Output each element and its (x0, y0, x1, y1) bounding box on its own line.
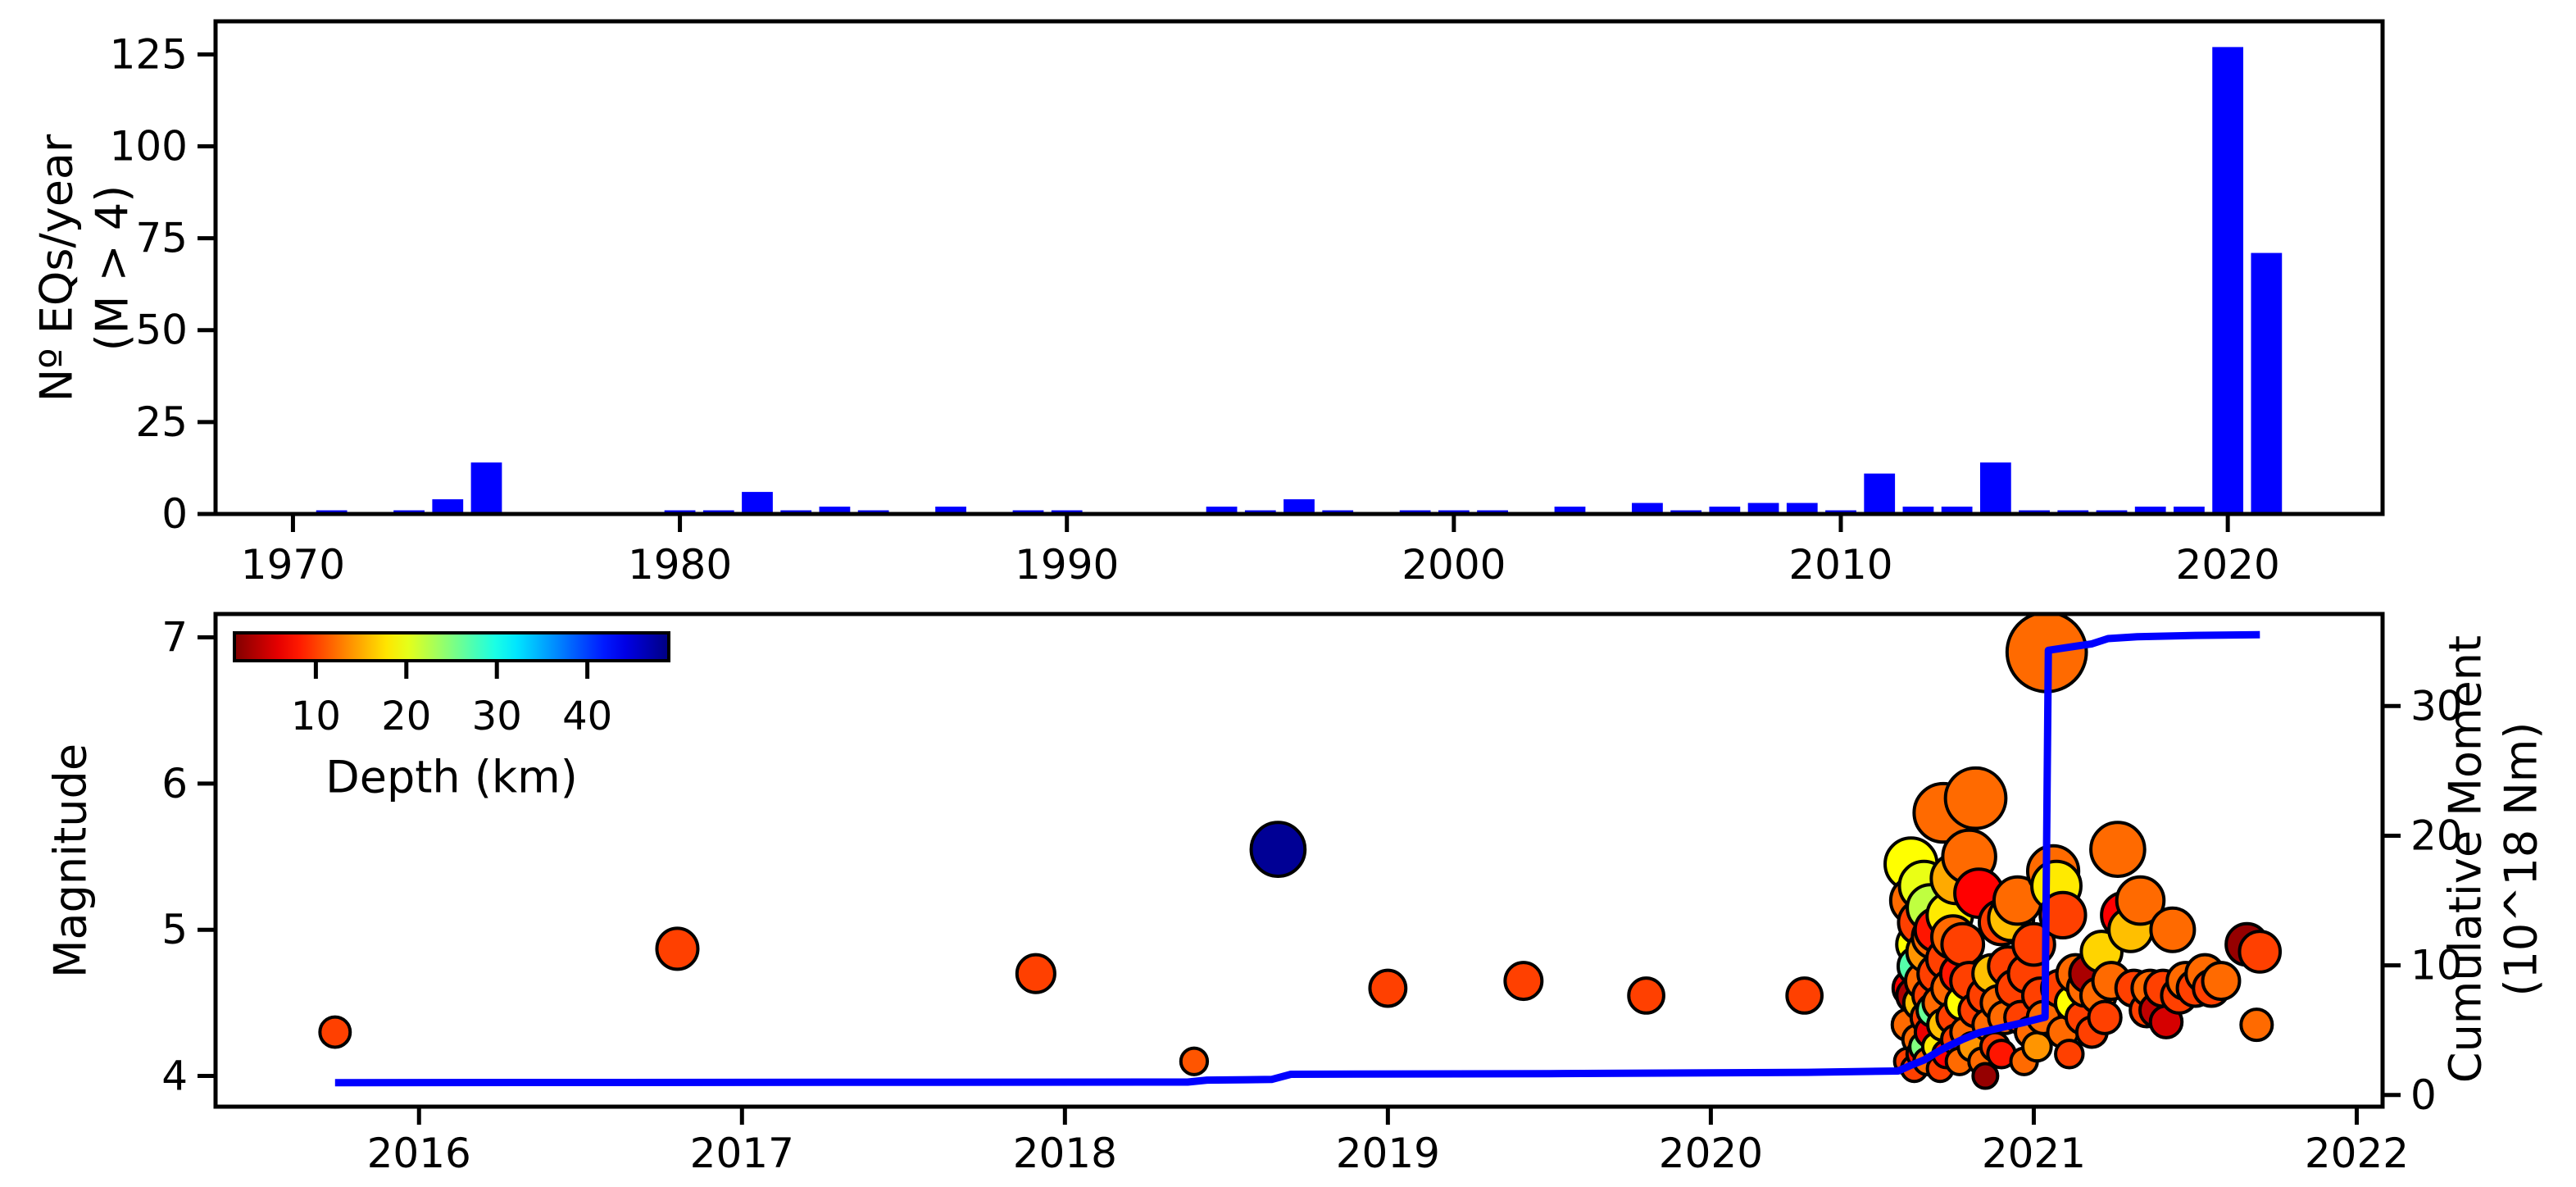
colorbar-gradient (233, 631, 670, 662)
earthquake-point (2238, 930, 2283, 974)
bar-year-1975 (470, 462, 502, 514)
top-x-tick-label: 1980 (628, 541, 732, 589)
earthquake-point (318, 1015, 352, 1049)
earthquake-point (2239, 1007, 2274, 1043)
earthquake-point (1249, 821, 1307, 878)
earthquake-point (1971, 1062, 2000, 1090)
top-x-tick-label: 2020 (2176, 541, 2280, 589)
colorbar-title: Depth (km) (325, 751, 578, 803)
bar-year-1982 (742, 492, 773, 514)
bottom-x-tick-label: 2022 (2305, 1130, 2409, 1177)
bottom-x-tick-label: 2016 (367, 1130, 471, 1177)
colorbar-tick-label: 40 (562, 694, 612, 739)
earthquake-point (1940, 921, 1986, 967)
magnitude-tick-label: 5 (161, 906, 188, 953)
earthquake-point (2149, 906, 2197, 953)
bar-year-2007 (1709, 507, 1741, 514)
colorbar-tick-label: 30 (472, 694, 522, 739)
bar-year-1974 (432, 499, 464, 514)
top-y-tick-label: 50 (135, 307, 188, 354)
bottom-x-tick-label: 2018 (1013, 1130, 1117, 1177)
bar-year-1996 (1283, 499, 1315, 514)
bar-year-1984 (819, 507, 851, 514)
bar-year-2008 (1747, 503, 1779, 514)
colorbar-tick-label: 10 (291, 694, 341, 739)
top-panel-frame (213, 19, 2385, 516)
bottom-x-tick-label: 2019 (1336, 1130, 1440, 1177)
bottom-panel-left-axis-title: Magnitude (43, 744, 98, 978)
earthquake-point (1179, 1046, 1210, 1076)
earthquake-point (655, 926, 700, 971)
top-y-tick-label: 0 (161, 490, 188, 538)
moment-tick-label: 20 (2410, 812, 2463, 859)
earthquake-point (2089, 821, 2147, 878)
bar-year-2014 (1979, 462, 2011, 514)
earthquake-point (1015, 953, 1056, 994)
top-x-tick-label: 2010 (1788, 541, 1892, 589)
cumulative-moment-title-line2: (10^18 Nm) (2495, 721, 2546, 997)
top-x-tick-label: 2000 (1402, 541, 1506, 589)
earthquake-point (1503, 961, 1544, 1002)
top-panel-y-axis-title: Nº EQs/year (M > 4) (30, 134, 140, 402)
bar-year-2011 (1864, 473, 1896, 514)
top-y-tick-label: 75 (135, 215, 188, 262)
bottom-x-tick-label: 2017 (690, 1130, 794, 1177)
bottom-panel: 2016 2017 2018 2019 2020 2021 2022456701020301… (161, 612, 2463, 1177)
bar-year-2005 (1632, 503, 1663, 514)
colorbar-tick-label: 20 (381, 694, 431, 739)
top-y-tick-label: 25 (135, 398, 188, 446)
bottom-x-tick-label: 2021 (1982, 1130, 2086, 1177)
cumulative-moment-title-line1: Cumulative Moment (2439, 634, 2492, 1084)
bar-year-1987 (935, 507, 966, 514)
earthquake-point (2038, 890, 2088, 940)
earthquake-point (1785, 976, 1824, 1015)
moment-tick-label: 10 (2410, 942, 2463, 989)
bar-year-2003 (1554, 507, 1586, 514)
top-panel: 1970 1980 1990 2000 2010 2020 0 25 50 75 100 125 (110, 19, 2385, 589)
earthquake-point (1943, 766, 2008, 830)
earthquake-point (2201, 961, 2242, 1002)
magnitude-tick-label: 7 (161, 614, 188, 662)
depth-colorbar: 10 20 30 40 (233, 631, 670, 739)
top-y-tick-label: 100 (110, 122, 188, 170)
earthquake-point (2087, 999, 2123, 1035)
magnitude-tick-label: 6 (161, 760, 188, 807)
top-x-tick-label: 1990 (1015, 541, 1119, 589)
magnitude-axis-title: Magnitude (44, 743, 97, 979)
bar-year-2019 (2174, 507, 2205, 514)
bar-year-2020 (2212, 47, 2244, 515)
bar-year-2018 (2134, 507, 2166, 514)
scatter-points (318, 612, 2283, 1090)
bar-year-2021 (2251, 252, 2283, 514)
bar-year-2012 (1902, 507, 1934, 514)
bar-year-2009 (1786, 503, 1818, 514)
bottom-panel-frame (213, 612, 2385, 1109)
bottom-x-tick-label: 2020 (1659, 1130, 1763, 1177)
magnitude-tick-label: 4 (161, 1053, 188, 1100)
y-axis-title-line2: (M > 4) (86, 184, 138, 352)
bar-year-1994 (1206, 507, 1238, 514)
bottom-panel-right-axis-title: Cumulative Moment (10^18 Nm) (2438, 635, 2549, 1083)
earthquake-point (2054, 1039, 2085, 1070)
moment-tick-label: 0 (2410, 1071, 2437, 1119)
earthquake-point (1627, 976, 1665, 1015)
cumulative-moment-line (334, 630, 2260, 1087)
y-axis-title-line1: Nº EQs/year (30, 134, 83, 402)
bar-year-2013 (1941, 507, 1973, 514)
earthquake-point (2115, 875, 2166, 926)
earthquake-point (1368, 968, 1408, 1008)
top-x-tick-label: 1970 (241, 541, 345, 589)
moment-tick-label: 30 (2410, 682, 2463, 730)
top-y-tick-label: 125 (110, 30, 188, 78)
